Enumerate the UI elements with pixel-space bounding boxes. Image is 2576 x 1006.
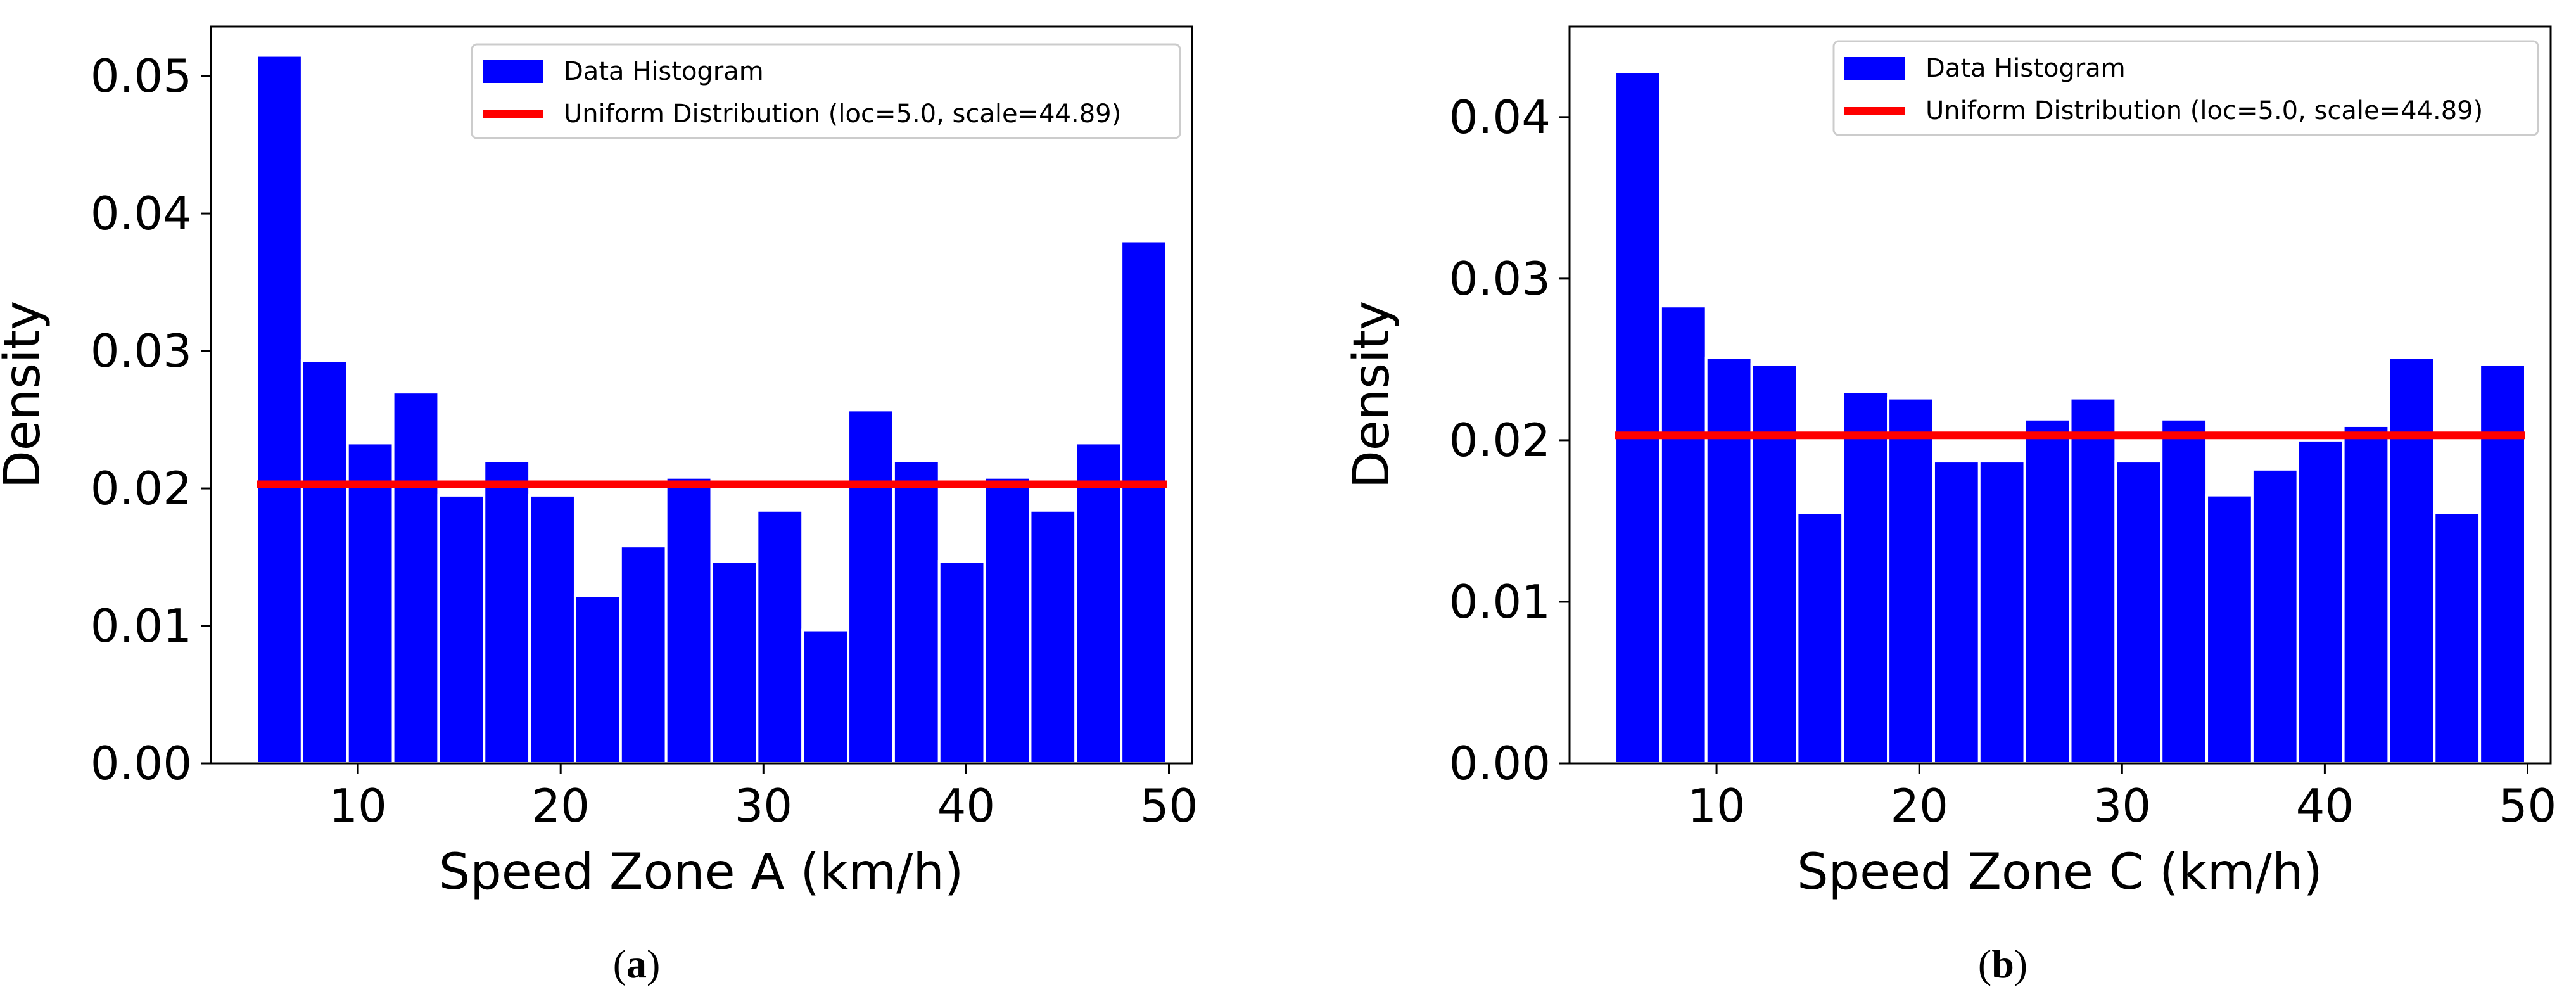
axes-frame [210, 25, 1193, 765]
y-tick-label: 0.03 [91, 324, 192, 378]
histogram-bar [1841, 390, 1890, 765]
x-tick-label: 10 [1687, 779, 1746, 832]
histogram-bar [2069, 397, 2117, 765]
histogram-bar [2387, 356, 2436, 765]
histogram-bar [255, 54, 303, 765]
histogram-bar [2478, 363, 2527, 765]
histogram-bar [619, 545, 668, 765]
x-tick-label: 30 [2093, 779, 2151, 832]
y-ticks: 0.00 0.01 0.02 0.03 0.04 [1449, 91, 1570, 790]
subfigure-caption: (b) [1978, 941, 2027, 986]
x-ticks: 10 20 30 40 50 [329, 763, 1198, 832]
y-ticks: 0.00 0.01 0.02 0.03 0.04 0.05 [91, 49, 211, 790]
y-axis-label: Density [1343, 301, 1400, 489]
x-tick-label: 20 [1890, 779, 1948, 832]
y-tick-label: 0.04 [1449, 91, 1551, 144]
histogram-bar [2296, 438, 2345, 765]
x-tick-label: 50 [1140, 779, 1198, 832]
legend: Data Histogram Uniform Distribution (loc… [471, 43, 1181, 139]
y-tick-label: 0.00 [1449, 737, 1551, 790]
histogram-bar [300, 359, 349, 765]
histogram-bar [2160, 417, 2209, 765]
histogram-bars [1614, 70, 2527, 765]
histogram-bar [391, 391, 440, 765]
histogram-bar [2433, 511, 2482, 765]
legend: Data Histogram Uniform Distribution (loc… [1832, 40, 2539, 136]
histogram-bar [346, 442, 395, 765]
histogram-bar [1074, 442, 1123, 765]
histogram-bar [1887, 397, 1935, 765]
histogram-bar [2250, 468, 2299, 765]
x-tick-label: 20 [531, 779, 590, 832]
x-tick-label: 10 [329, 779, 387, 832]
x-tick-label: 50 [2499, 779, 2557, 832]
y-tick-label: 0.02 [1449, 414, 1551, 467]
histogram-bar [1614, 70, 1662, 765]
y-tick-label: 0.02 [91, 462, 192, 515]
y-axis-label: Density [0, 301, 51, 489]
histogram-bar [801, 628, 850, 765]
x-axis-label: Speed Zone A (km/h) [439, 844, 964, 901]
x-ticks: 10 20 30 40 50 [1687, 763, 2556, 832]
histogram-bar [847, 409, 895, 765]
chart-b: 0.000.010.020.030.04 10 20 30 40 50 Density … [1343, 25, 2556, 986]
legend-box [1832, 40, 2539, 136]
histogram-bar [664, 476, 713, 765]
histogram-bar [2205, 493, 2254, 765]
y-tick-label: 0.03 [1449, 252, 1551, 305]
y-tick-label: 0.01 [1449, 575, 1551, 628]
histogram-bar [710, 560, 759, 765]
histogram-bar [437, 493, 486, 765]
legend-swatch-histogram [483, 60, 543, 83]
histogram-bars [255, 54, 1168, 765]
histogram-bar [892, 459, 941, 765]
axes-frame [1568, 25, 2552, 765]
histogram-bar [2342, 424, 2390, 765]
legend-box [471, 43, 1181, 139]
legend-label-histogram: Data Histogram [1926, 54, 2126, 83]
x-axis-label: Speed Zone C (km/h) [1797, 844, 2323, 901]
histogram-bar [937, 560, 986, 765]
legend-label-uniform: Uniform Distribution (loc=5.0, scale=44.… [564, 99, 1121, 129]
y-tick-label: 0.05 [91, 49, 192, 103]
histogram-bar [483, 459, 531, 765]
chart-a: 0.00 0.01 0.02 0.03 0.04 0.05 10 20 30 40 50 Dens… [0, 25, 1198, 986]
legend-swatch-histogram [1844, 57, 1905, 80]
histogram-bar [983, 476, 1032, 765]
x-tick-label: 30 [734, 779, 792, 832]
histogram-bar [1750, 363, 1799, 765]
histogram-bar [1977, 460, 2026, 765]
y-tick-label: 0.04 [91, 187, 192, 240]
histogram-bar [756, 509, 804, 765]
legend-label-uniform: Uniform Distribution (loc=5.0, scale=44.… [1926, 96, 2483, 125]
histogram-bar [528, 493, 576, 765]
histogram-bar [1704, 356, 1753, 765]
histogram-bar [1659, 305, 1708, 765]
histogram-bar [2114, 460, 2163, 765]
x-tick-label: 40 [937, 779, 996, 832]
y-tick-label: 0.01 [91, 599, 192, 653]
histogram-bar [1120, 239, 1168, 765]
histogram-bar [1796, 511, 1844, 765]
histogram-bar [2023, 417, 2072, 765]
x-tick-label: 40 [2296, 779, 2354, 832]
subfigure-caption: (a) [613, 941, 661, 986]
y-tick-label: 0.00 [91, 737, 192, 790]
legend-label-histogram: Data Histogram [564, 57, 764, 86]
histogram-bar [573, 594, 622, 765]
histogram-bar [1932, 460, 1981, 765]
histogram-bar [1029, 509, 1077, 765]
